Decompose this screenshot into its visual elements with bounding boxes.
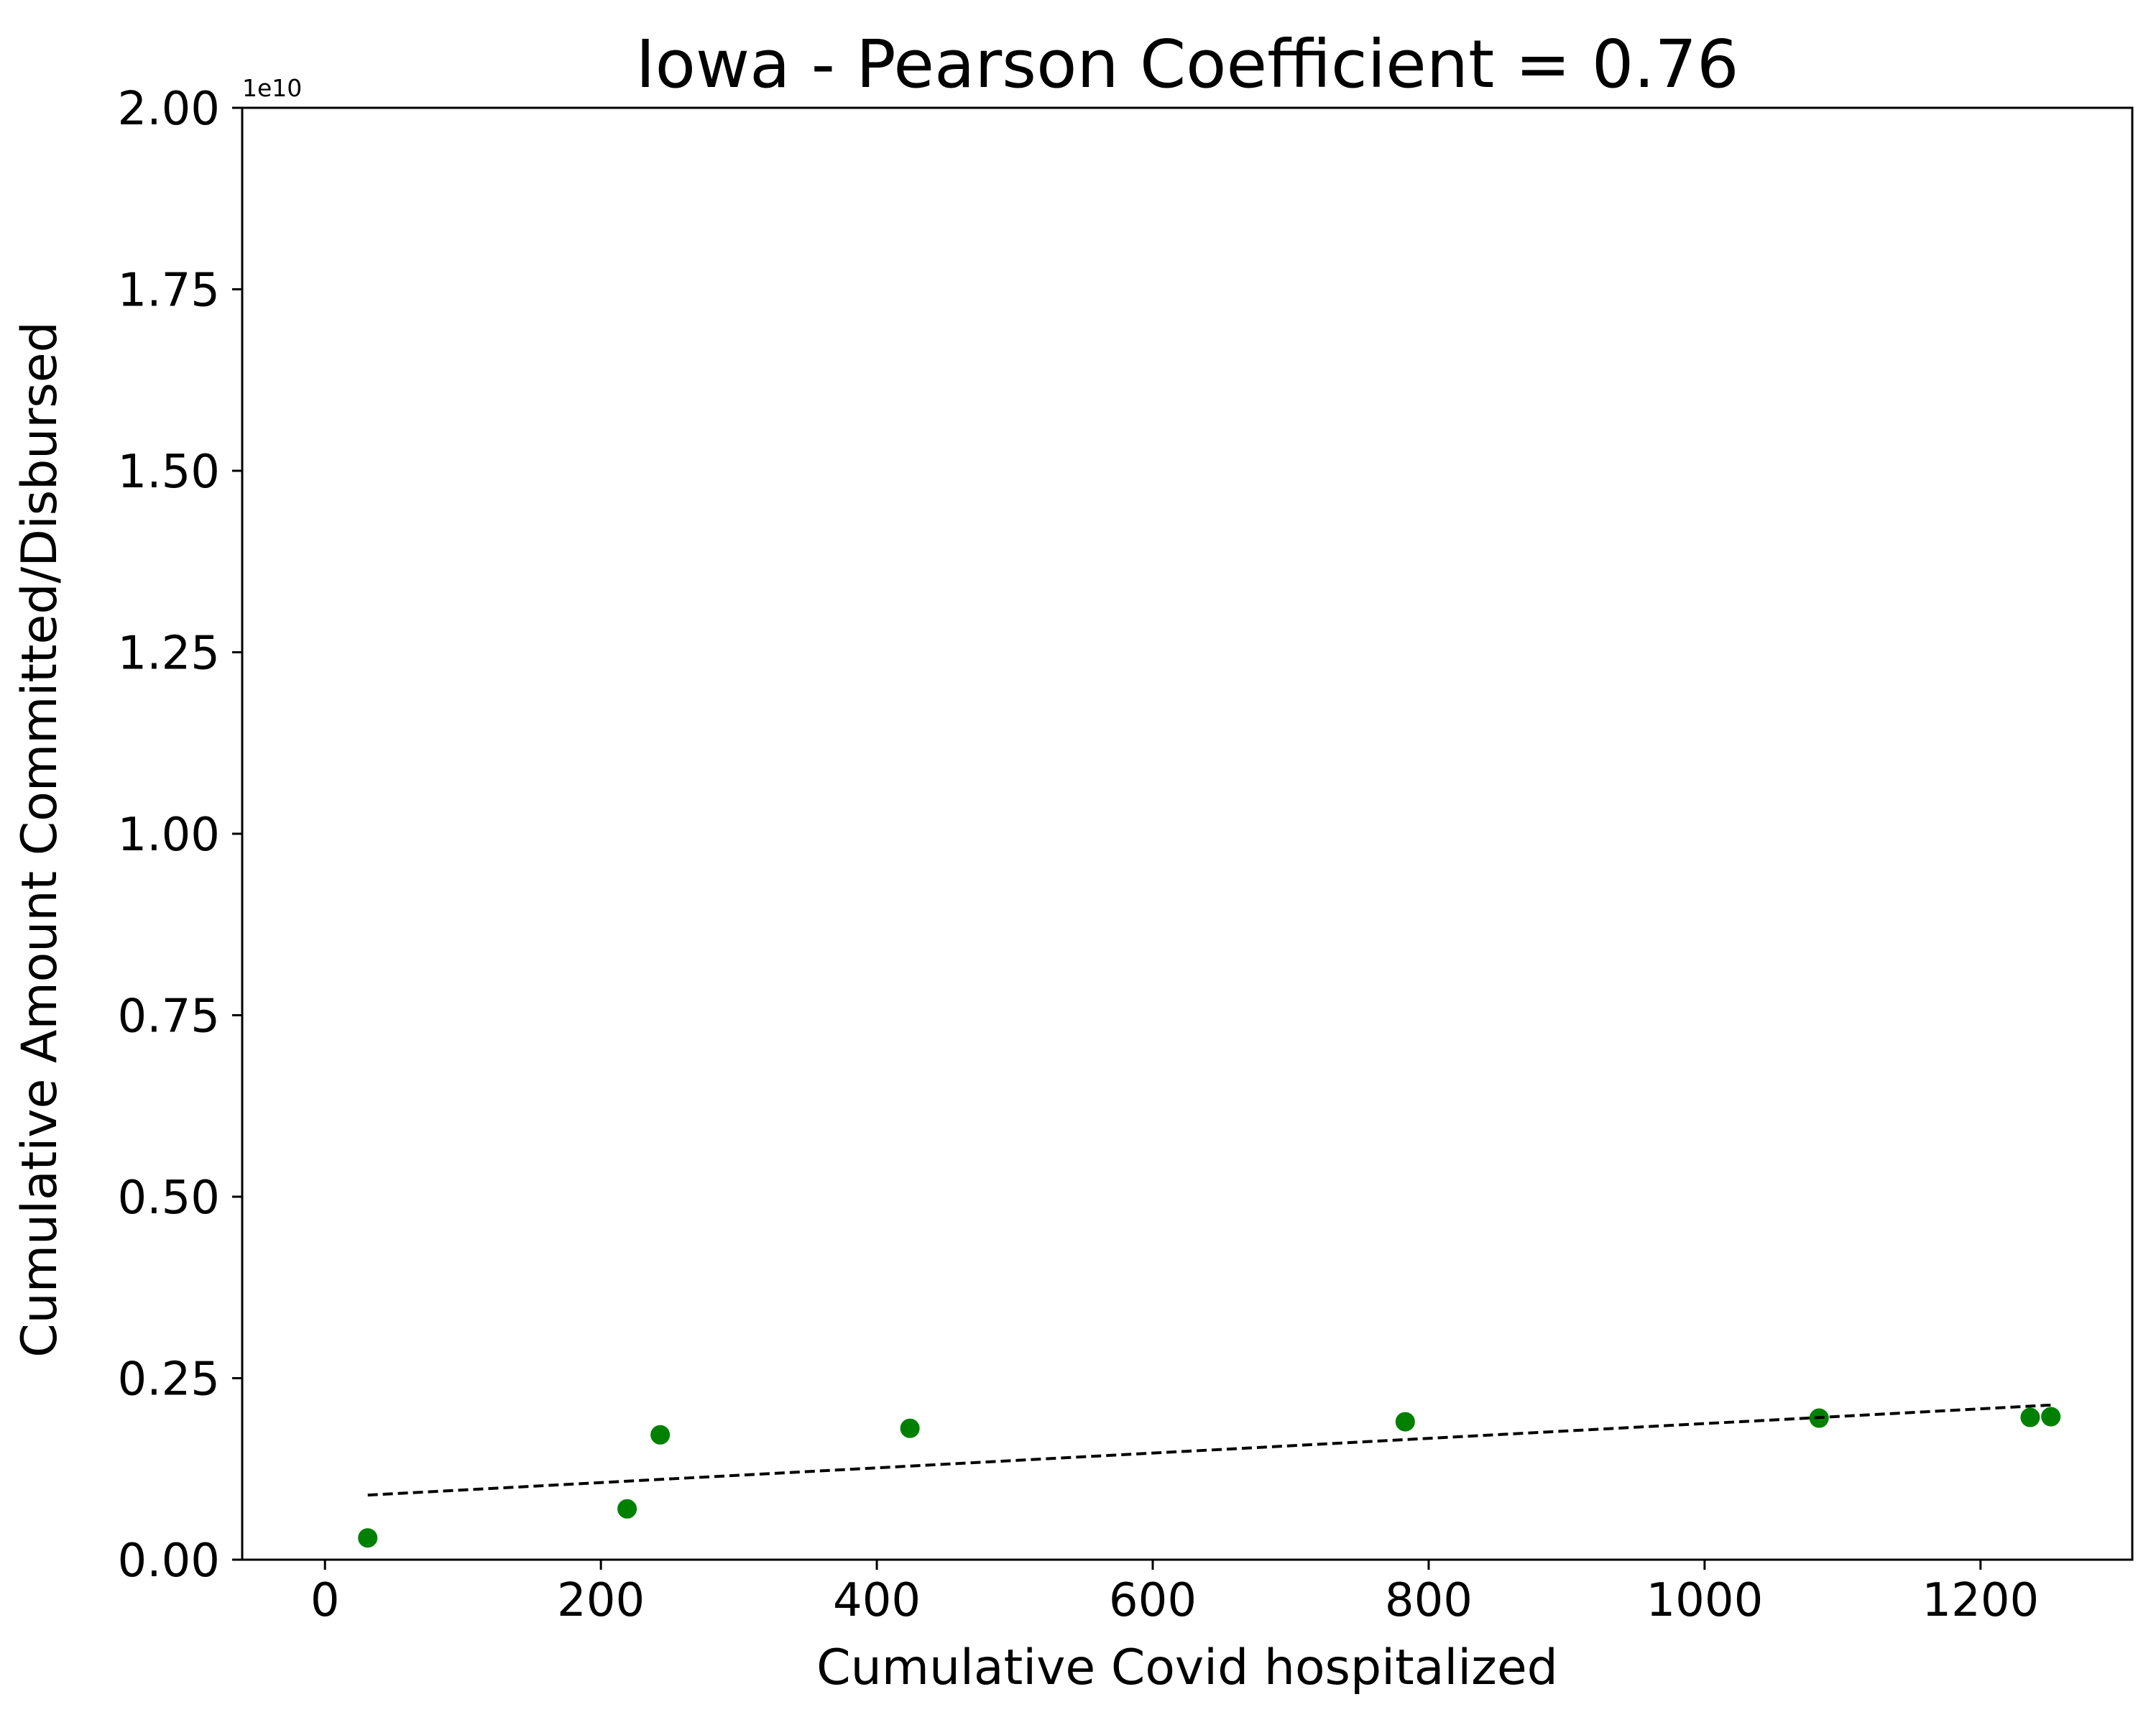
data-point-1 — [358, 1528, 378, 1548]
y-axis-label: Cumulative Amount Committed/Disbursed — [11, 321, 68, 1358]
x-tick-label: 1000 — [1646, 1574, 1763, 1627]
x-axis-label: Cumulative Covid hospitalized — [816, 1639, 1558, 1696]
x-axis: 0 200 400 600 800 1000 1200 — [310, 1560, 2039, 1627]
y-tick-label: 1.75 — [118, 264, 221, 318]
y-tick-label: 1.25 — [118, 627, 221, 681]
y-tick-label: 0.50 — [118, 1172, 221, 1225]
data-point-3 — [650, 1425, 671, 1445]
x-tick-label: 600 — [1109, 1574, 1197, 1627]
y-axis: 0.00 0.25 0.50 0.75 1.00 1.25 1.50 1.75 2.00 — [118, 83, 242, 1588]
y-axis-offset-label: 1e10 — [242, 74, 302, 102]
x-tick-label: 0 — [310, 1574, 340, 1627]
data-point-7 — [2020, 1407, 2040, 1427]
y-tick-label: 0.00 — [118, 1535, 221, 1588]
x-tick-label: 400 — [833, 1574, 921, 1627]
plot-frame — [241, 106, 2134, 1561]
data-point-5 — [1395, 1412, 1415, 1432]
y-tick-label: 0.75 — [118, 990, 221, 1044]
y-tick-label: 1.50 — [118, 446, 221, 499]
x-tick-label: 1200 — [1922, 1574, 2039, 1627]
y-tick-label: 1.00 — [118, 809, 221, 862]
y-tick-label: 0.25 — [118, 1353, 221, 1407]
x-tick-label: 800 — [1385, 1574, 1473, 1627]
plot-area — [241, 106, 2134, 1561]
data-point-8 — [2041, 1407, 2061, 1427]
x-tick-label: 200 — [557, 1574, 645, 1627]
trendline — [367, 1403, 2051, 1497]
chart-title: Iowa - Pearson Coefficient = 0.76 — [635, 26, 1738, 103]
data-point-4 — [900, 1418, 920, 1438]
y-tick-label: 2.00 — [118, 83, 221, 136]
data-point-2 — [617, 1499, 637, 1519]
